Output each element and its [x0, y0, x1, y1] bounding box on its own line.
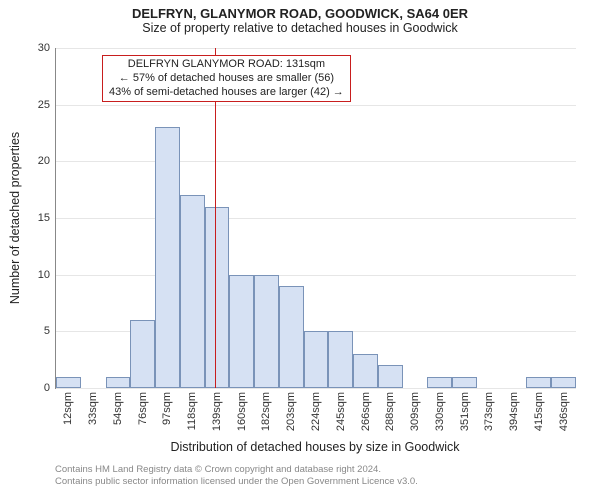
plot-area: 05101520253012sqm33sqm54sqm76sqm97sqm118…: [55, 48, 576, 389]
histogram-bar: [130, 320, 155, 388]
y-tick-label: 10: [38, 269, 56, 281]
histogram-bar: [56, 377, 81, 388]
histogram-bar: [328, 331, 353, 388]
y-tick-label: 15: [38, 212, 56, 224]
histogram-bar: [551, 377, 576, 388]
histogram-bar: [526, 377, 551, 388]
y-tick-label: 30: [38, 42, 56, 54]
y-tick-label: 20: [38, 155, 56, 167]
y-tick-label: 0: [44, 382, 56, 394]
x-tick-label: 288sqm: [384, 388, 396, 431]
x-tick-label: 12sqm: [62, 388, 74, 425]
x-tick-label: 394sqm: [508, 388, 520, 431]
histogram-bar: [452, 377, 477, 388]
histogram-bar: [353, 354, 378, 388]
gridline: [56, 48, 576, 49]
x-tick-label: 76sqm: [137, 388, 149, 425]
gridline: [56, 161, 576, 162]
histogram-bar: [427, 377, 452, 388]
gridline: [56, 218, 576, 219]
histogram-bar: [180, 195, 205, 388]
x-tick-label: 224sqm: [310, 388, 322, 431]
x-tick-label: 182sqm: [260, 388, 272, 431]
histogram-bar: [279, 286, 304, 388]
x-axis-label: Distribution of detached houses by size …: [55, 440, 575, 454]
y-tick-label: 25: [38, 99, 56, 111]
x-tick-label: 118sqm: [186, 388, 198, 430]
x-tick-label: 351sqm: [459, 388, 471, 431]
chart-subtitle: Size of property relative to detached ho…: [0, 21, 600, 35]
x-tick-label: 33sqm: [87, 388, 99, 425]
attribution-line-1: Contains HM Land Registry data © Crown c…: [55, 464, 575, 476]
annotation-line: 43% of semi-detached houses are larger (…: [109, 86, 344, 100]
attribution-line-2: Contains public sector information licen…: [55, 476, 575, 488]
x-tick-label: 373sqm: [483, 388, 495, 431]
x-tick-label: 139sqm: [211, 388, 223, 431]
annotation-line: DELFRYN GLANYMOR ROAD: 131sqm: [109, 58, 344, 72]
x-tick-label: 203sqm: [285, 388, 297, 431]
histogram-bar: [155, 127, 180, 388]
y-axis-label: Number of detached properties: [8, 132, 22, 304]
histogram-bar: [106, 377, 131, 388]
y-axis-label-wrap: Number of detached properties: [6, 48, 24, 388]
x-tick-label: 415sqm: [533, 388, 545, 431]
x-tick-label: 330sqm: [434, 388, 446, 431]
x-tick-label: 54sqm: [112, 388, 124, 425]
x-tick-label: 245sqm: [335, 388, 347, 431]
x-tick-label: 309sqm: [409, 388, 421, 431]
gridline: [56, 275, 576, 276]
gridline: [56, 105, 576, 106]
x-tick-label: 436sqm: [558, 388, 570, 431]
x-tick-label: 97sqm: [161, 388, 173, 425]
x-tick-label: 266sqm: [360, 388, 372, 431]
histogram-bar: [378, 365, 403, 388]
histogram-bar: [254, 275, 279, 388]
chart-title: DELFRYN, GLANYMOR ROAD, GOODWICK, SA64 0…: [0, 0, 600, 21]
attribution-text: Contains HM Land Registry data © Crown c…: [55, 464, 575, 488]
histogram-bar: [304, 331, 329, 388]
annotation-line: ← 57% of detached houses are smaller (56…: [109, 72, 344, 86]
histogram-bar: [205, 207, 230, 388]
annotation-box: DELFRYN GLANYMOR ROAD: 131sqm← 57% of de…: [102, 55, 351, 102]
x-tick-label: 160sqm: [236, 388, 248, 431]
histogram-bar: [229, 275, 254, 388]
y-tick-label: 5: [44, 325, 56, 337]
